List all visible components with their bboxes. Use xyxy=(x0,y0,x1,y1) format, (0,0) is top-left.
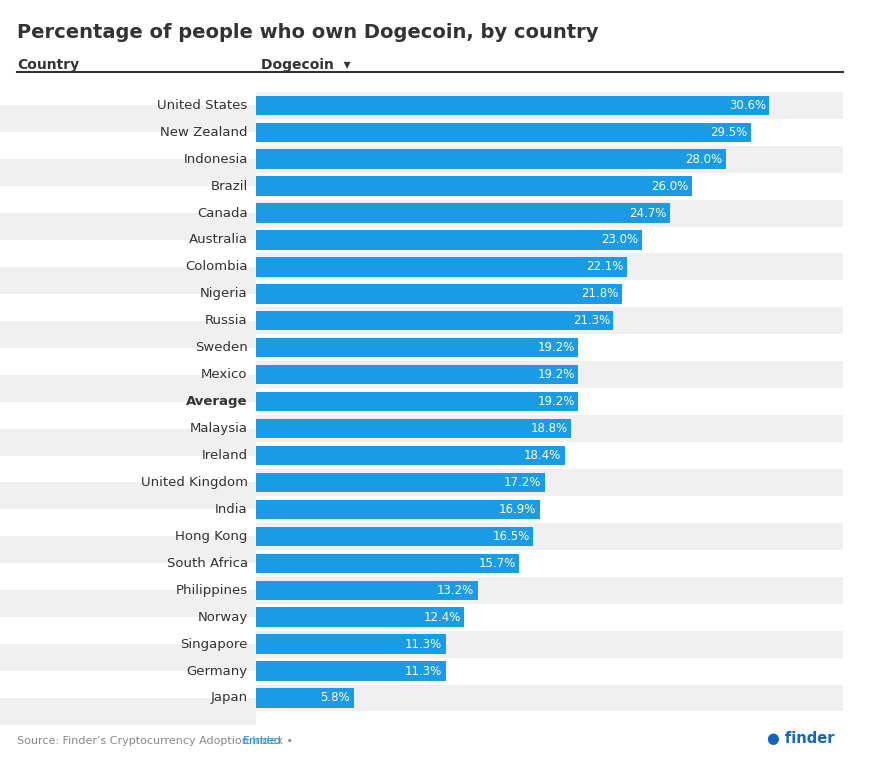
Bar xyxy=(256,446,565,465)
Text: Dogecoin  ▾: Dogecoin ▾ xyxy=(261,58,350,72)
Bar xyxy=(256,442,843,469)
Text: 13.2%: 13.2% xyxy=(437,584,474,597)
Bar xyxy=(256,526,533,546)
Text: 22.1%: 22.1% xyxy=(586,260,623,273)
Bar xyxy=(256,500,540,519)
Text: Malaysia: Malaysia xyxy=(189,422,248,435)
Text: 23.0%: 23.0% xyxy=(601,233,639,246)
Bar xyxy=(256,334,843,361)
Text: Canada: Canada xyxy=(197,207,248,220)
Bar xyxy=(256,388,843,415)
Text: Sweden: Sweden xyxy=(195,341,248,354)
Text: Ireland: Ireland xyxy=(202,449,248,462)
Text: 26.0%: 26.0% xyxy=(652,180,689,193)
Bar xyxy=(256,173,843,200)
Bar xyxy=(256,257,627,277)
Text: 21.8%: 21.8% xyxy=(581,288,619,301)
Text: United States: United States xyxy=(157,99,248,112)
Text: United Kingdom: United Kingdom xyxy=(141,476,248,489)
Bar xyxy=(256,92,843,119)
Text: 18.4%: 18.4% xyxy=(524,449,561,462)
Text: Hong Kong: Hong Kong xyxy=(176,530,248,543)
Bar xyxy=(256,419,572,438)
Text: 17.2%: 17.2% xyxy=(504,476,541,489)
Bar xyxy=(256,522,843,550)
Text: Singapore: Singapore xyxy=(180,637,248,650)
Bar xyxy=(256,200,843,226)
Bar xyxy=(256,122,751,142)
Text: Source: Finder’s Cryptocurrency Adoption Index •: Source: Finder’s Cryptocurrency Adoption… xyxy=(17,736,297,746)
Bar xyxy=(256,284,621,304)
Bar xyxy=(256,119,843,145)
Text: 11.3%: 11.3% xyxy=(405,637,442,650)
Text: Australia: Australia xyxy=(189,233,248,246)
Text: Russia: Russia xyxy=(205,314,248,327)
Text: 16.9%: 16.9% xyxy=(499,503,536,516)
Bar xyxy=(256,661,446,681)
Text: 18.8%: 18.8% xyxy=(531,422,568,435)
Text: 12.4%: 12.4% xyxy=(423,610,461,623)
Bar xyxy=(256,361,843,388)
Bar xyxy=(256,415,843,442)
Bar xyxy=(256,203,670,223)
Bar xyxy=(256,365,578,384)
Text: South Africa: South Africa xyxy=(167,557,248,570)
Text: 19.2%: 19.2% xyxy=(537,396,574,408)
Text: Brazil: Brazil xyxy=(210,180,248,193)
Text: Mexico: Mexico xyxy=(201,368,248,381)
Bar xyxy=(256,145,843,173)
Bar xyxy=(256,496,843,522)
Text: Philippines: Philippines xyxy=(176,584,248,597)
Text: 11.3%: 11.3% xyxy=(405,665,442,678)
Text: Germany: Germany xyxy=(187,665,248,678)
Bar xyxy=(256,658,843,685)
Text: 28.0%: 28.0% xyxy=(685,153,722,166)
Bar xyxy=(256,577,843,604)
Text: Colombia: Colombia xyxy=(185,260,248,273)
Text: Indonesia: Indonesia xyxy=(183,153,248,166)
Text: Nigeria: Nigeria xyxy=(200,288,248,301)
Text: New Zealand: New Zealand xyxy=(160,125,248,138)
Bar xyxy=(256,226,843,253)
Text: 5.8%: 5.8% xyxy=(321,692,350,705)
Bar xyxy=(256,604,843,630)
Bar xyxy=(256,311,614,330)
Bar xyxy=(256,96,769,115)
Text: 19.2%: 19.2% xyxy=(537,341,574,354)
Text: Percentage of people who own Dogecoin, by country: Percentage of people who own Dogecoin, b… xyxy=(17,23,599,42)
Bar xyxy=(256,685,843,711)
Bar xyxy=(256,469,843,496)
Text: 30.6%: 30.6% xyxy=(729,99,766,112)
Text: 24.7%: 24.7% xyxy=(629,207,667,220)
Text: Average: Average xyxy=(186,396,248,408)
Text: 29.5%: 29.5% xyxy=(710,125,747,138)
Bar xyxy=(256,392,578,412)
Text: India: India xyxy=(215,503,248,516)
Text: 19.2%: 19.2% xyxy=(537,368,574,381)
Bar xyxy=(256,688,354,708)
Bar xyxy=(256,338,578,357)
Bar xyxy=(256,177,692,196)
Text: 15.7%: 15.7% xyxy=(479,557,516,570)
Bar xyxy=(256,634,446,654)
Bar xyxy=(256,554,520,573)
Bar xyxy=(256,253,843,281)
Bar xyxy=(256,230,642,249)
Text: Japan: Japan xyxy=(210,692,248,705)
Text: 21.3%: 21.3% xyxy=(573,314,610,327)
Bar xyxy=(256,281,843,308)
Bar xyxy=(256,607,464,627)
Bar xyxy=(256,550,843,577)
Bar xyxy=(256,630,843,658)
Bar xyxy=(256,581,478,600)
Text: Country: Country xyxy=(17,58,79,72)
Bar xyxy=(256,473,545,492)
Bar xyxy=(256,308,843,334)
Text: ● finder: ● finder xyxy=(766,731,834,746)
Bar xyxy=(256,149,726,169)
Text: Norway: Norway xyxy=(197,610,248,623)
Text: 16.5%: 16.5% xyxy=(492,530,529,543)
Text: Embed: Embed xyxy=(243,736,282,746)
